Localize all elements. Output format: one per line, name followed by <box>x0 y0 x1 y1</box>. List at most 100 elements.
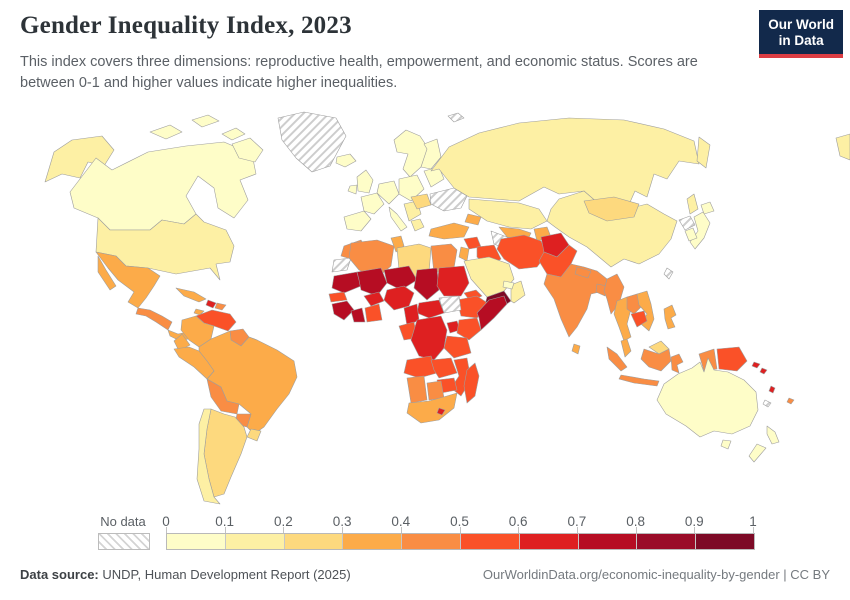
region-france[interactable] <box>360 192 385 215</box>
region-ireland[interactable] <box>347 184 358 195</box>
region-uae[interactable] <box>502 280 515 290</box>
region-chad[interactable] <box>413 267 440 301</box>
region-australia[interactable] <box>656 357 759 438</box>
region-new-zealand-south[interactable] <box>748 443 767 463</box>
region-sakhalin[interactable] <box>686 193 699 215</box>
region-caucasus[interactable] <box>464 213 482 226</box>
region-scandinavia[interactable] <box>393 129 429 178</box>
region-sri-lanka[interactable] <box>571 343 581 355</box>
world-choropleth-map[interactable] <box>0 110 850 506</box>
region-central-america[interactable] <box>135 307 173 331</box>
region-central-african-republic[interactable] <box>416 299 445 319</box>
region-laos[interactable] <box>626 293 642 315</box>
region-chukotka[interactable] <box>835 133 850 161</box>
region-indonesia-kalimantan[interactable] <box>640 348 672 372</box>
legend-bin-swatch[interactable] <box>460 534 520 549</box>
legend-bin-swatch[interactable] <box>578 534 638 549</box>
region-algeria[interactable] <box>348 239 395 279</box>
region-uruguay[interactable] <box>246 428 262 442</box>
region-new-zealand-north[interactable] <box>766 425 780 445</box>
region-mongolia[interactable] <box>583 196 640 222</box>
region-burkina-faso[interactable] <box>363 291 385 307</box>
license-credit[interactable]: OurWorldinData.org/economic-inequality-b… <box>482 567 830 582</box>
region-canada-arctic[interactable] <box>149 124 183 140</box>
region-taiwan[interactable] <box>663 267 674 280</box>
region-indonesia-sumatra[interactable] <box>606 346 628 372</box>
region-ghana-togo[interactable] <box>364 303 383 323</box>
legend-bin-swatch[interactable] <box>519 534 579 549</box>
region-lesotho[interactable] <box>436 407 446 416</box>
region-canada-arctic[interactable] <box>191 114 220 128</box>
region-niger[interactable] <box>383 265 418 291</box>
region-malaysia[interactable] <box>620 338 632 358</box>
owid-logo[interactable]: Our World in Data <box>759 10 843 58</box>
region-angola[interactable] <box>403 355 438 379</box>
region-tanzania[interactable] <box>443 335 472 359</box>
legend-bin-swatch[interactable] <box>284 534 344 549</box>
region-sudan[interactable] <box>436 265 470 297</box>
region-mauritania[interactable] <box>331 271 362 294</box>
region-new-caledonia[interactable] <box>762 399 772 408</box>
region-mexico[interactable] <box>95 251 161 309</box>
region-baffin[interactable] <box>231 137 264 163</box>
region-fiji[interactable] <box>786 397 795 405</box>
region-iberia[interactable] <box>343 210 372 232</box>
region-guinea-group[interactable] <box>331 300 355 321</box>
region-namibia[interactable] <box>406 375 428 404</box>
region-alaska[interactable] <box>44 135 115 183</box>
legend-bin-swatch[interactable] <box>637 534 697 549</box>
region-uk[interactable] <box>356 169 374 194</box>
region-ivory-coast[interactable] <box>350 307 366 323</box>
region-bangladesh[interactable] <box>595 283 608 297</box>
region-kenya[interactable] <box>456 317 482 341</box>
region-turkey[interactable] <box>428 222 470 240</box>
region-south-korea[interactable] <box>684 227 698 242</box>
region-greenland[interactable] <box>277 111 347 173</box>
region-cuba[interactable] <box>175 287 207 303</box>
region-dominican-republic[interactable] <box>214 302 227 311</box>
region-zambia[interactable] <box>430 357 458 379</box>
region-solomon-islands[interactable] <box>759 367 768 375</box>
region-indonesia-sulawesi[interactable] <box>670 353 684 374</box>
region-romania[interactable] <box>410 193 432 210</box>
region-peru[interactable] <box>173 346 215 380</box>
region-somalia[interactable] <box>476 295 508 331</box>
region-kamchatka[interactable] <box>696 136 711 169</box>
legend-bin-swatch[interactable] <box>225 534 285 549</box>
region-vanuatu[interactable] <box>768 385 776 394</box>
region-south-africa[interactable] <box>406 392 458 424</box>
region-levant[interactable] <box>458 246 470 262</box>
region-madagascar[interactable] <box>463 362 480 404</box>
region-nepal[interactable] <box>574 266 592 279</box>
region-cambodia[interactable] <box>630 310 648 328</box>
region-japan-hokkaido[interactable] <box>700 201 715 215</box>
region-solomon-islands[interactable] <box>751 361 761 369</box>
legend-bin-swatch[interactable] <box>167 534 226 549</box>
region-senegal[interactable] <box>328 291 348 303</box>
region-japan[interactable] <box>689 211 711 250</box>
region-greece[interactable] <box>410 218 425 232</box>
region-india[interactable] <box>543 263 608 338</box>
region-north-korea[interactable] <box>678 215 696 231</box>
region-botswana[interactable] <box>426 380 445 401</box>
region-vietnam[interactable] <box>636 290 655 332</box>
region-mali[interactable] <box>356 267 388 297</box>
region-italy[interactable] <box>388 206 408 232</box>
region-iran[interactable] <box>496 234 548 270</box>
region-bolivia[interactable] <box>206 378 240 415</box>
region-indonesia-java[interactable] <box>618 374 660 387</box>
region-poland[interactable] <box>398 174 425 202</box>
legend-bar[interactable] <box>166 533 755 550</box>
region-dr-congo[interactable] <box>410 315 448 361</box>
region-germany[interactable] <box>376 180 400 205</box>
region-kazakhstan[interactable] <box>468 198 548 230</box>
legend-bin-swatch[interactable] <box>402 534 461 549</box>
region-nigeria[interactable] <box>383 285 415 311</box>
region-chile[interactable] <box>196 408 221 505</box>
region-oman[interactable] <box>510 280 526 304</box>
region-baja[interactable] <box>97 255 117 291</box>
region-svalbard[interactable] <box>447 112 465 123</box>
legend-bin-swatch[interactable] <box>343 534 403 549</box>
region-ecuador[interactable] <box>173 333 191 352</box>
region-western-sahara[interactable] <box>331 257 352 273</box>
